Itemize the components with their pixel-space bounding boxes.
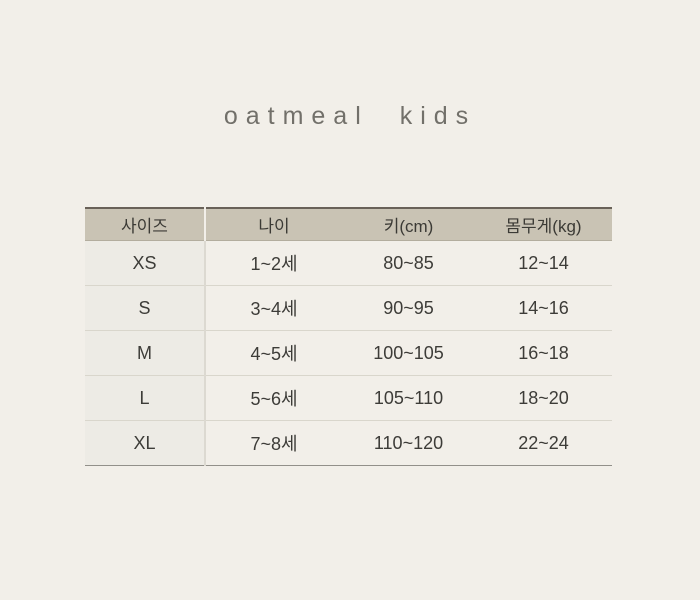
age-cell: 7~8세 <box>205 420 342 466</box>
weight-cell: 16~18 <box>475 330 612 376</box>
size-cell: XL <box>85 420 206 466</box>
size-row-xs: XS 1~2세 80~85 12~14 <box>85 240 612 286</box>
height-cell: 90~95 <box>342 285 475 331</box>
size-chart-header-row: 사이즈 나이 키(cm) 몸무게(kg) <box>85 208 612 241</box>
size-cell: XS <box>85 240 206 286</box>
height-cell: 80~85 <box>383 252 434 273</box>
size-row-m: M 4~5세 100~105 16~18 <box>85 330 612 376</box>
column-header-weight: 몸무게(kg) <box>475 208 612 241</box>
height-cell: 105~110 <box>342 375 475 421</box>
size-cell: S <box>85 285 206 331</box>
age-cell: 5~6세 <box>205 375 342 421</box>
column-header-size: 사이즈 <box>85 208 206 241</box>
brand-title: oatmeal kids <box>223 102 477 130</box>
size-row-xl: XL 7~8세 110~120 22~24 <box>85 420 612 466</box>
size-cell: M <box>85 330 206 376</box>
size-cell: L <box>85 375 206 421</box>
column-header-age: 나이 <box>205 208 342 241</box>
age-cell: 3~4세 <box>205 285 342 331</box>
weight-cell: 22~24 <box>475 420 612 466</box>
size-row-s: S 3~4세 90~95 14~16 <box>85 285 612 331</box>
size-chart-table: 사이즈 나이 키(cm) 몸무게(kg) XS 1~2세 80~85 12~14… <box>85 207 612 466</box>
height-cell: 100~105 <box>342 330 475 376</box>
weight-cell: 12~14 <box>518 252 569 273</box>
column-header-height: 키(cm) <box>342 208 475 241</box>
weight-cell: 18~20 <box>475 375 612 421</box>
age-cell: 1~2세 <box>250 254 298 274</box>
age-cell: 4~5세 <box>205 330 342 376</box>
height-cell: 110~120 <box>342 420 475 466</box>
weight-cell: 14~16 <box>475 285 612 331</box>
size-row-l: L 5~6세 105~110 18~20 <box>85 375 612 421</box>
